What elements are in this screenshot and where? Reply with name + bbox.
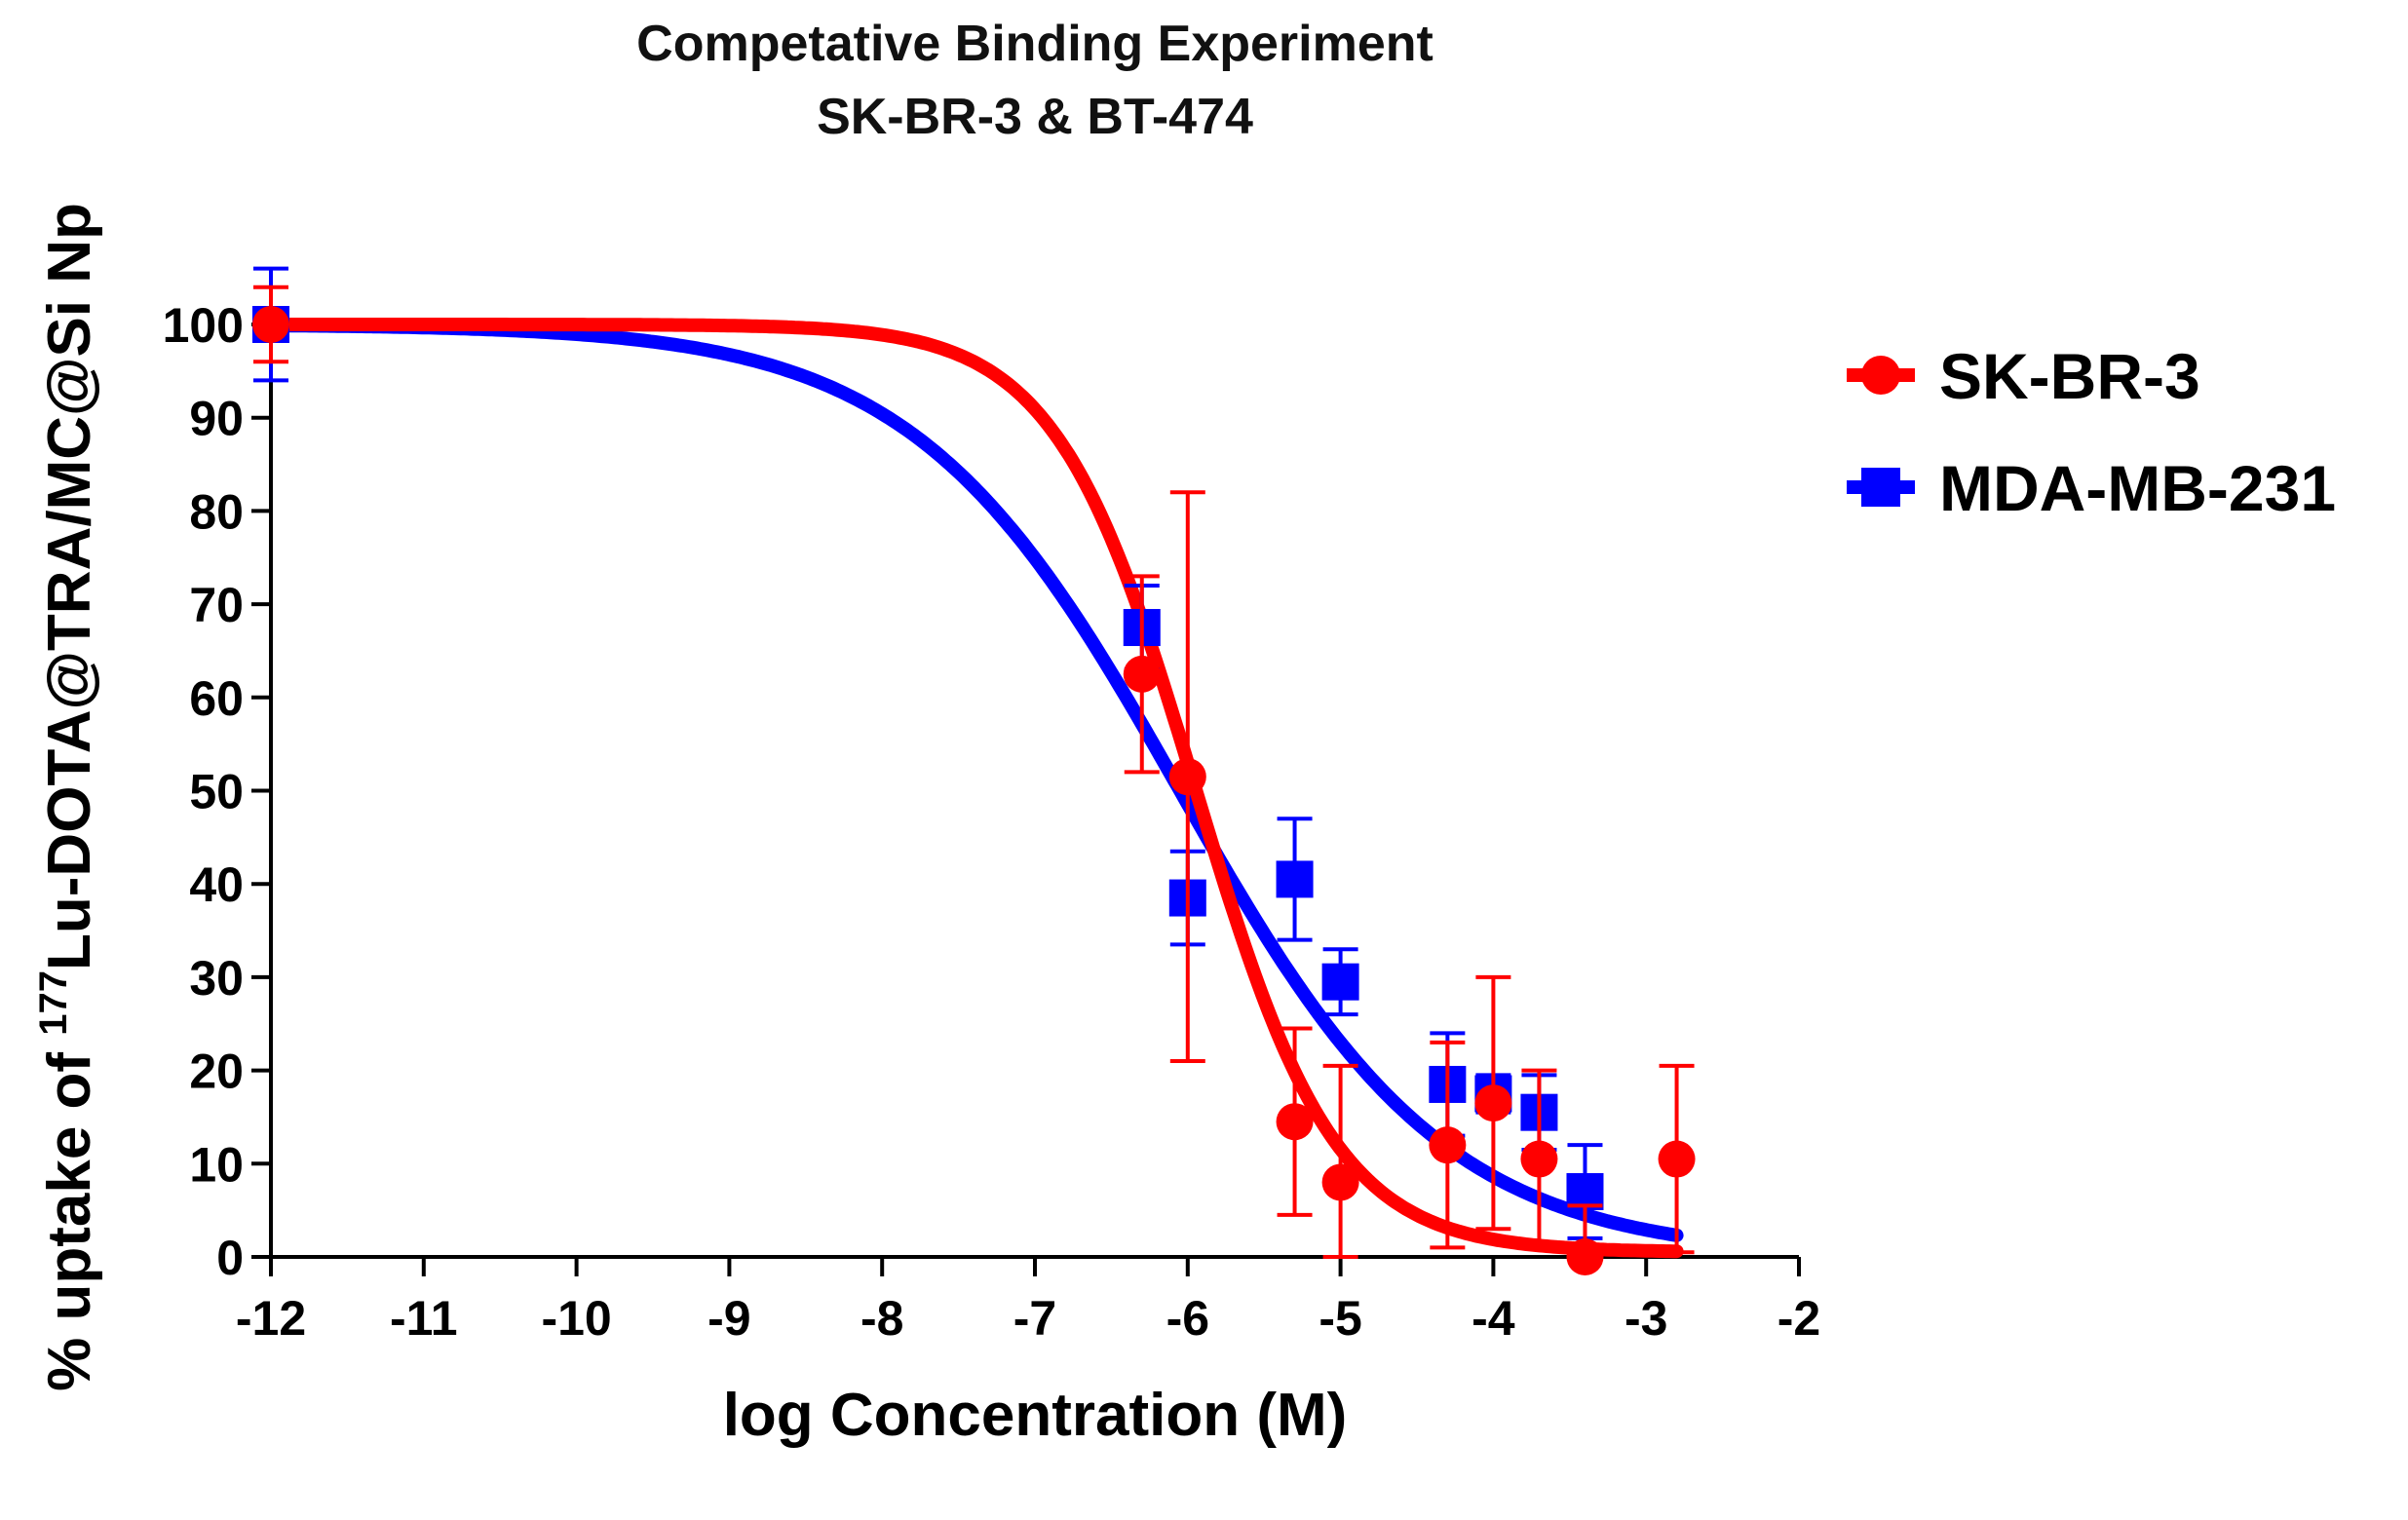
fit-curve-sk-br-3	[264, 318, 1684, 1259]
y-tick-label: 100	[163, 298, 244, 353]
chart-subtitle: SK-BR-3 & BT-474	[817, 89, 1253, 145]
x-tick-label: -9	[707, 1291, 750, 1346]
legend-item-sk-br-3: SK-BR-3	[1847, 340, 2200, 412]
data-point-mda-mb-231	[1276, 860, 1314, 898]
y-tick-label: 80	[189, 484, 244, 539]
x-tick-label: -3	[1624, 1291, 1667, 1346]
y-tick-label: 10	[189, 1137, 244, 1192]
data-point-sk-br-3	[1520, 1140, 1558, 1178]
x-tick-label: -7	[1013, 1291, 1056, 1346]
x-tick-label: -4	[1472, 1291, 1515, 1346]
y-axis-label-prefix: % uptake of	[36, 1036, 103, 1391]
y-tick-label: 60	[189, 671, 244, 726]
data-point-sk-br-3	[252, 306, 289, 343]
plot-area	[252, 266, 1696, 1275]
x-tick-label: -12	[236, 1291, 306, 1346]
legend-label: SK-BR-3	[1939, 340, 2200, 412]
legend-marker	[1861, 356, 1900, 395]
y-axis-label-superscript: 177	[32, 970, 75, 1036]
y-axis-label: % uptake of 177Lu-DOTA@TRA/MC@Si Np	[32, 203, 103, 1391]
y-tick-label: 50	[189, 765, 244, 819]
error-bar-sk-br-3	[1322, 1063, 1358, 1259]
x-tick-label: -11	[390, 1291, 458, 1346]
y-tick-label: 0	[216, 1231, 244, 1285]
legend-marker	[1861, 468, 1900, 507]
data-point-sk-br-3	[1429, 1126, 1467, 1164]
data-point-sk-br-3	[1658, 1140, 1696, 1178]
x-tick-label: -10	[541, 1291, 611, 1346]
y-tick-label: 70	[189, 578, 244, 632]
data-point-sk-br-3	[1168, 758, 1206, 796]
x-tick-label: -2	[1777, 1291, 1820, 1346]
y-tick-label: 40	[189, 857, 244, 912]
x-tick-label: -8	[860, 1291, 903, 1346]
data-point-sk-br-3	[1566, 1238, 1604, 1275]
data-point-sk-br-3	[1276, 1103, 1314, 1141]
data-point-mda-mb-231	[1321, 963, 1359, 1001]
y-tick-label: 30	[189, 951, 244, 1006]
x-tick-label: -5	[1319, 1291, 1361, 1346]
axes	[251, 317, 1801, 1276]
data-point-sk-br-3	[1321, 1163, 1359, 1201]
data-point-sk-br-3	[1474, 1084, 1512, 1122]
y-axis-label-suffix: Lu-DOTA@TRA/MC@Si Np	[36, 203, 103, 970]
legend-label: MDA-MB-231	[1939, 452, 2336, 524]
chart-title: Competative Binding Experiment	[636, 16, 1433, 72]
x-tick-label: -6	[1166, 1291, 1209, 1346]
y-tick-label: 20	[189, 1045, 244, 1099]
legend-item-mda-mb-231: MDA-MB-231	[1847, 452, 2336, 524]
y-tick-label: 90	[189, 392, 244, 446]
x-axis-label: log Concentration (M)	[723, 1382, 1348, 1449]
data-point-sk-br-3	[1123, 655, 1161, 693]
tick-labels: -12 -11 -10 -9 -8 -7 -6 -5 -4 -3 -2 0 10 20 30 40 50 60 70…	[163, 298, 1821, 1346]
legend: SK-BR-3 MDA-MB-231	[1847, 340, 2336, 524]
